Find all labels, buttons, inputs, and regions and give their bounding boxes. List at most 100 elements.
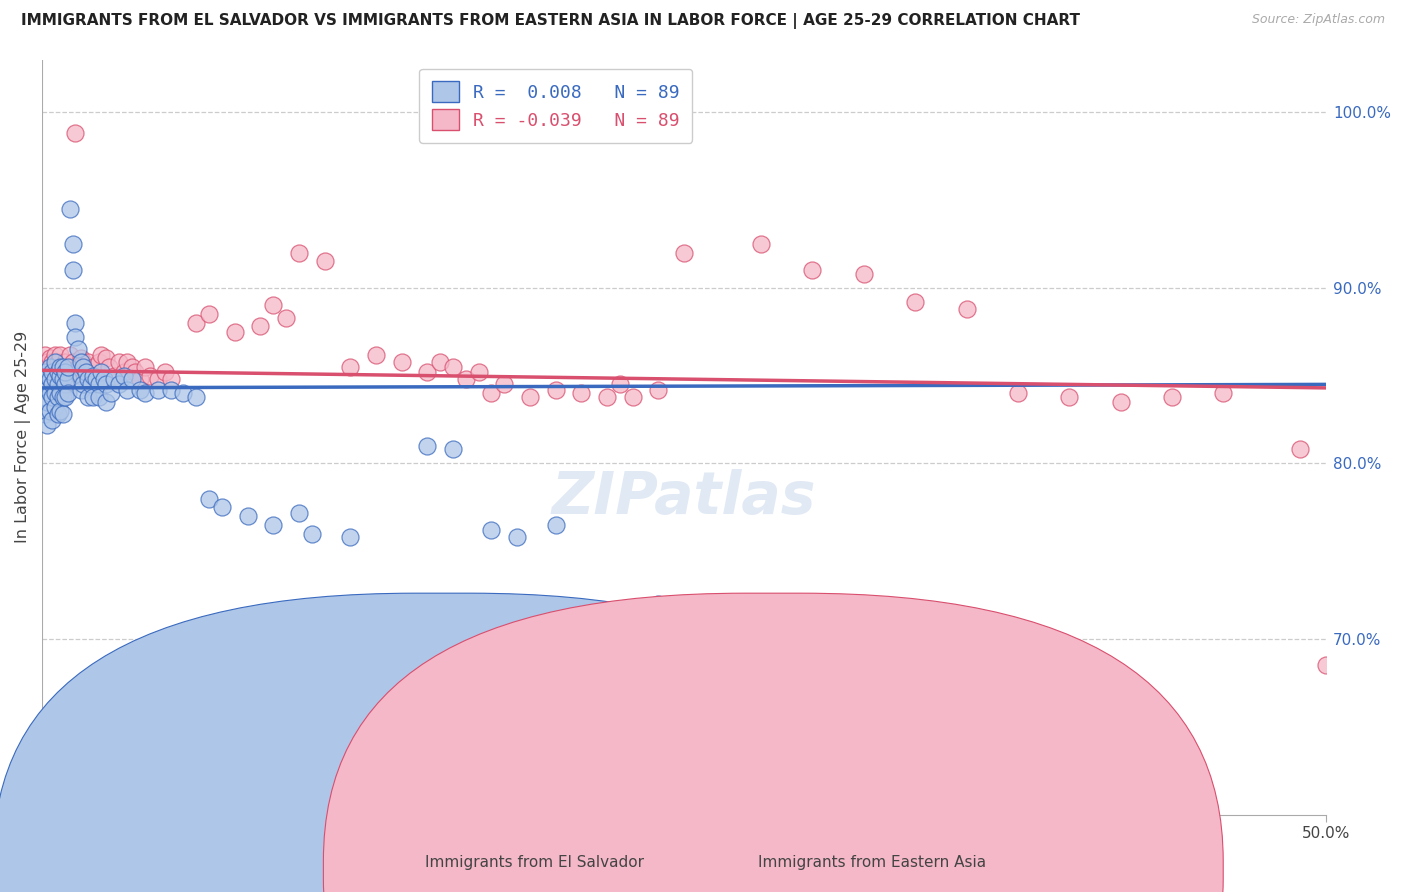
- Point: [274, 310, 297, 325]
- Point: [596, 390, 619, 404]
- Point: [87, 390, 110, 404]
- Point: [37, 417, 59, 432]
- Point: [44, 354, 66, 368]
- Point: [852, 267, 875, 281]
- Legend: R =  0.008   N = 89, R = -0.039   N = 89: R = 0.008 N = 89, R = -0.039 N = 89: [419, 69, 692, 143]
- Point: [186, 316, 208, 330]
- Text: ZIPatlas: ZIPatlas: [551, 469, 817, 526]
- Point: [673, 606, 696, 620]
- Point: [100, 386, 122, 401]
- Point: [38, 368, 60, 383]
- Point: [69, 351, 91, 365]
- Point: [481, 386, 503, 401]
- Point: [673, 245, 696, 260]
- Point: [49, 386, 72, 401]
- Point: [82, 390, 104, 404]
- Point: [1059, 390, 1081, 404]
- Point: [49, 347, 72, 361]
- Point: [52, 381, 75, 395]
- Point: [172, 386, 194, 401]
- Point: [65, 316, 87, 330]
- Point: [44, 401, 66, 415]
- Point: [139, 368, 162, 383]
- Point: [56, 372, 79, 386]
- Point: [38, 386, 60, 401]
- Point: [59, 202, 82, 216]
- Point: [53, 354, 76, 368]
- Point: [198, 491, 221, 506]
- Point: [90, 347, 112, 361]
- Point: [34, 377, 56, 392]
- Point: [121, 372, 143, 386]
- Text: IMMIGRANTS FROM EL SALVADOR VS IMMIGRANTS FROM EASTERN ASIA IN LABOR FORCE | AGE: IMMIGRANTS FROM EL SALVADOR VS IMMIGRANT…: [21, 13, 1080, 29]
- Point: [46, 407, 69, 421]
- Point: [801, 706, 824, 720]
- Text: Source: ZipAtlas.com: Source: ZipAtlas.com: [1251, 13, 1385, 27]
- Point: [90, 365, 112, 379]
- Point: [364, 347, 387, 361]
- Point: [37, 377, 59, 392]
- Point: [262, 298, 284, 312]
- Point: [44, 359, 66, 374]
- Point: [1212, 386, 1234, 401]
- Point: [103, 372, 125, 386]
- Point: [53, 365, 76, 379]
- Point: [481, 523, 503, 537]
- Point: [249, 319, 271, 334]
- Point: [67, 359, 90, 374]
- Point: [34, 407, 56, 421]
- Point: [115, 354, 138, 368]
- Point: [77, 354, 100, 368]
- Point: [569, 386, 592, 401]
- Y-axis label: In Labor Force | Age 25-29: In Labor Force | Age 25-29: [15, 331, 31, 543]
- Point: [301, 526, 323, 541]
- Point: [103, 368, 125, 383]
- Point: [62, 263, 84, 277]
- Point: [46, 381, 69, 395]
- Point: [49, 403, 72, 417]
- Point: [38, 359, 60, 374]
- Point: [37, 395, 59, 409]
- Point: [904, 294, 927, 309]
- Point: [544, 383, 567, 397]
- Point: [72, 354, 94, 368]
- Point: [124, 365, 146, 379]
- Point: [211, 500, 233, 515]
- Point: [87, 377, 110, 392]
- Point: [53, 390, 76, 404]
- Point: [112, 368, 135, 383]
- Point: [621, 390, 644, 404]
- Point: [77, 372, 100, 386]
- Point: [429, 354, 451, 368]
- Point: [416, 365, 439, 379]
- Point: [38, 381, 60, 395]
- Point: [46, 377, 69, 392]
- Point: [37, 381, 59, 395]
- Point: [38, 351, 60, 365]
- Point: [52, 368, 75, 383]
- Point: [67, 343, 90, 357]
- Text: Immigrants from El Salvador: Immigrants from El Salvador: [425, 855, 644, 870]
- Point: [56, 359, 79, 374]
- Point: [41, 377, 63, 392]
- Point: [159, 383, 181, 397]
- Point: [159, 372, 181, 386]
- Point: [41, 365, 63, 379]
- Point: [62, 236, 84, 251]
- Point: [80, 365, 103, 379]
- Point: [494, 377, 516, 392]
- Point: [62, 354, 84, 368]
- Point: [134, 386, 156, 401]
- Point: [34, 372, 56, 386]
- Point: [56, 386, 79, 401]
- Point: [41, 412, 63, 426]
- Point: [34, 390, 56, 404]
- Point: [128, 383, 150, 397]
- Point: [62, 368, 84, 383]
- Point: [46, 365, 69, 379]
- Point: [37, 365, 59, 379]
- Point: [52, 407, 75, 421]
- Point: [69, 354, 91, 368]
- Point: [97, 359, 120, 374]
- Point: [467, 365, 489, 379]
